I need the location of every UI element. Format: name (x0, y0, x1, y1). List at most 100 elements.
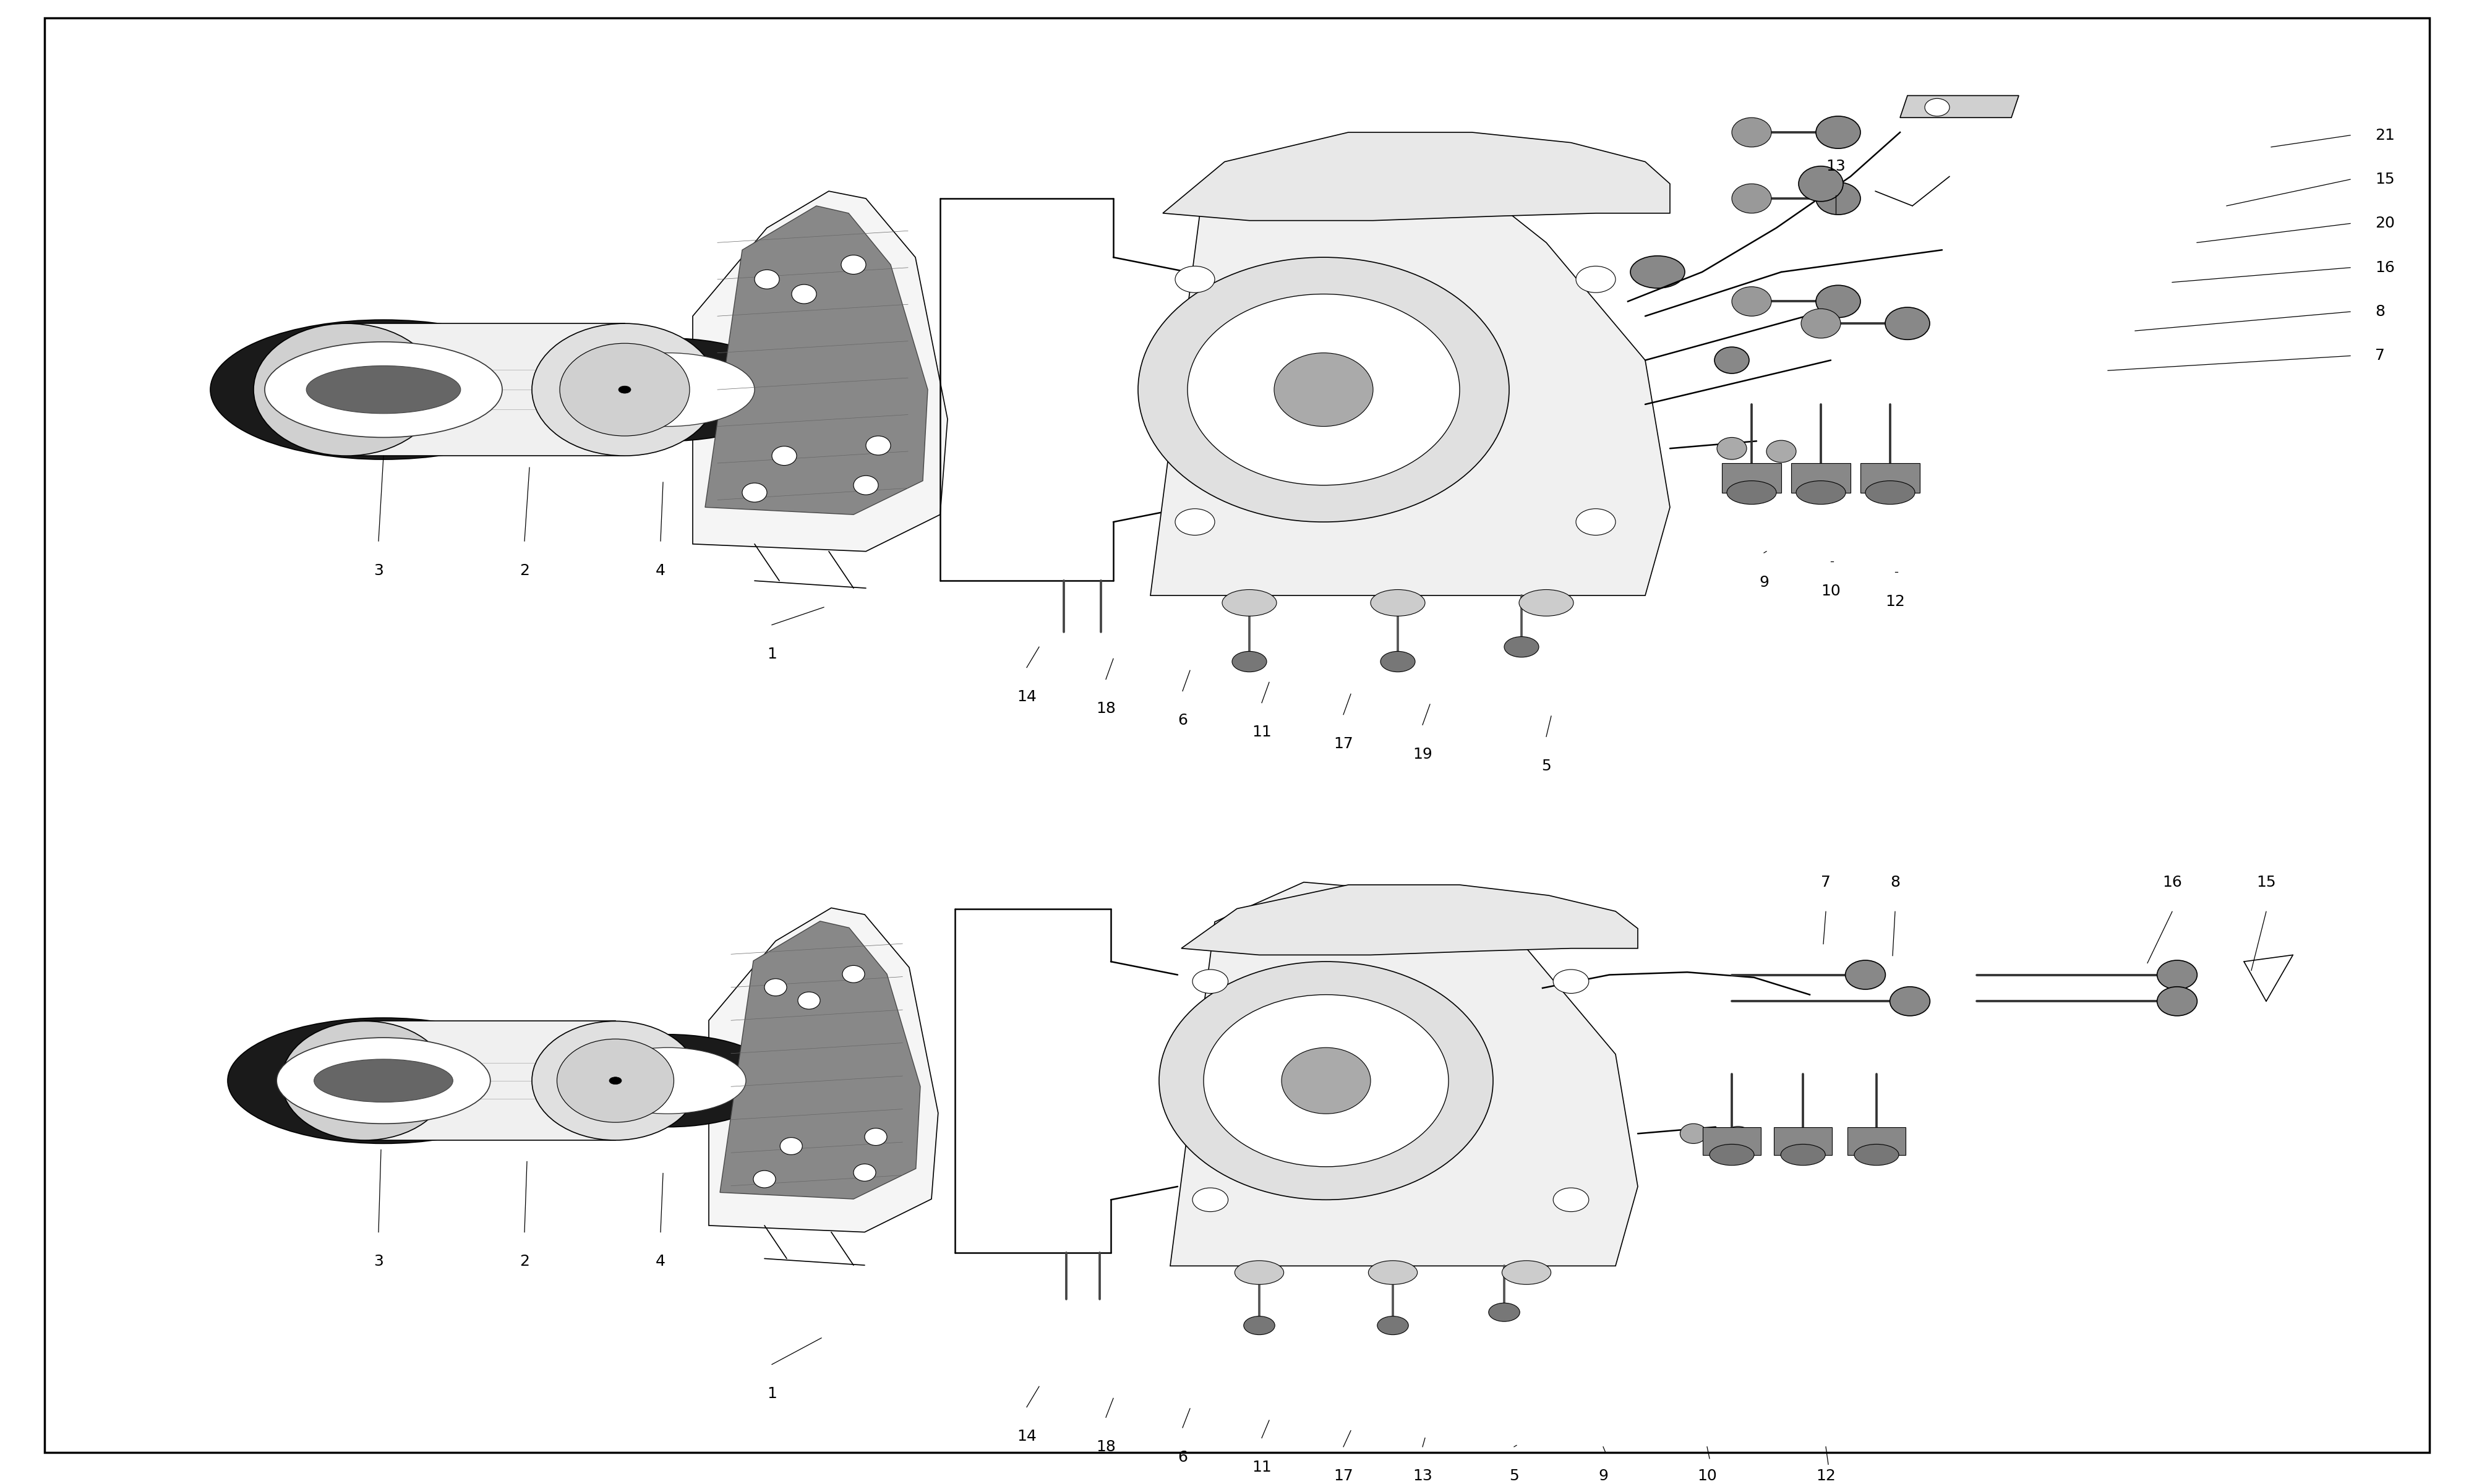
Text: 20: 20 (2375, 217, 2395, 232)
Ellipse shape (1576, 509, 1616, 536)
Ellipse shape (1368, 1260, 1418, 1285)
Ellipse shape (1630, 255, 1685, 288)
Ellipse shape (228, 1018, 539, 1144)
Ellipse shape (1796, 481, 1846, 505)
Ellipse shape (1781, 1144, 1826, 1165)
Ellipse shape (618, 386, 631, 393)
Ellipse shape (792, 285, 816, 304)
Polygon shape (1722, 463, 1781, 493)
Ellipse shape (1856, 1144, 1900, 1165)
Text: 14: 14 (1017, 690, 1037, 705)
Ellipse shape (1724, 1126, 1752, 1146)
Ellipse shape (282, 1021, 448, 1140)
Text: 19: 19 (1413, 746, 1432, 761)
Text: 3: 3 (374, 562, 383, 577)
Ellipse shape (1222, 589, 1277, 616)
Ellipse shape (866, 1128, 886, 1146)
Text: 17: 17 (1333, 1469, 1353, 1484)
Polygon shape (346, 324, 623, 456)
Text: 6: 6 (1178, 1450, 1188, 1465)
Ellipse shape (544, 338, 792, 441)
Ellipse shape (1202, 994, 1450, 1166)
Text: 17: 17 (1333, 736, 1353, 751)
Ellipse shape (742, 482, 767, 502)
Ellipse shape (1816, 183, 1860, 215)
Ellipse shape (1865, 481, 1915, 505)
Text: 15: 15 (2375, 172, 2395, 187)
Ellipse shape (591, 1048, 747, 1114)
Ellipse shape (1192, 1187, 1227, 1211)
Text: 18: 18 (1096, 1439, 1116, 1454)
Text: 6: 6 (1178, 714, 1188, 729)
Ellipse shape (1680, 1123, 1707, 1144)
Ellipse shape (2157, 987, 2197, 1017)
Text: 1: 1 (767, 647, 777, 662)
Text: 9: 9 (1759, 574, 1769, 589)
Ellipse shape (1576, 266, 1616, 292)
Polygon shape (1848, 1126, 1905, 1155)
Ellipse shape (1380, 651, 1415, 672)
Ellipse shape (1816, 285, 1860, 318)
Ellipse shape (1274, 353, 1373, 426)
Ellipse shape (1732, 117, 1771, 147)
Polygon shape (705, 206, 928, 515)
Ellipse shape (255, 324, 440, 456)
Polygon shape (720, 922, 920, 1199)
Ellipse shape (854, 1163, 876, 1181)
Text: 1: 1 (767, 1386, 777, 1401)
Polygon shape (710, 908, 938, 1232)
Polygon shape (1774, 1126, 1831, 1155)
Polygon shape (1900, 95, 2019, 117)
Ellipse shape (1846, 960, 1885, 990)
Ellipse shape (1732, 286, 1771, 316)
Polygon shape (1163, 132, 1670, 221)
Ellipse shape (772, 447, 797, 466)
Ellipse shape (1235, 1260, 1284, 1285)
Text: 14: 14 (1017, 1429, 1037, 1444)
Ellipse shape (1766, 441, 1796, 463)
Ellipse shape (1816, 116, 1860, 148)
Ellipse shape (307, 365, 460, 414)
Ellipse shape (841, 255, 866, 275)
Ellipse shape (557, 1039, 673, 1122)
Ellipse shape (1192, 969, 1227, 993)
Polygon shape (366, 1021, 616, 1140)
Text: 16: 16 (2162, 874, 2182, 889)
Ellipse shape (532, 1021, 700, 1140)
Text: 4: 4 (656, 562, 666, 577)
Ellipse shape (755, 270, 779, 289)
Text: 11: 11 (1252, 724, 1272, 739)
Ellipse shape (1175, 509, 1215, 536)
Ellipse shape (1801, 309, 1841, 338)
Text: 10: 10 (1821, 583, 1841, 598)
Ellipse shape (866, 436, 891, 456)
Ellipse shape (1714, 347, 1749, 374)
Ellipse shape (764, 979, 787, 996)
Text: 9: 9 (1598, 1469, 1608, 1484)
Polygon shape (1170, 881, 1638, 1266)
Ellipse shape (841, 966, 866, 982)
Text: 15: 15 (2256, 874, 2276, 889)
Ellipse shape (1519, 589, 1573, 616)
Ellipse shape (1890, 987, 1930, 1017)
Ellipse shape (1188, 294, 1460, 485)
Polygon shape (1150, 169, 1670, 595)
Ellipse shape (2157, 960, 2197, 990)
Ellipse shape (752, 1171, 774, 1187)
Text: 4: 4 (656, 1254, 666, 1269)
Text: 13: 13 (1826, 159, 1846, 174)
Ellipse shape (1554, 1187, 1588, 1211)
Polygon shape (1183, 884, 1638, 956)
Ellipse shape (277, 1037, 490, 1123)
Ellipse shape (1925, 98, 1950, 116)
Polygon shape (1702, 1126, 1761, 1155)
Ellipse shape (1158, 962, 1494, 1199)
Text: 3: 3 (374, 1254, 383, 1269)
Text: 5: 5 (1541, 758, 1551, 773)
Ellipse shape (854, 476, 878, 494)
Ellipse shape (314, 1060, 453, 1103)
Text: 10: 10 (1697, 1469, 1717, 1484)
Ellipse shape (1885, 307, 1930, 340)
Polygon shape (1860, 463, 1920, 493)
Text: 21: 21 (2375, 128, 2395, 142)
